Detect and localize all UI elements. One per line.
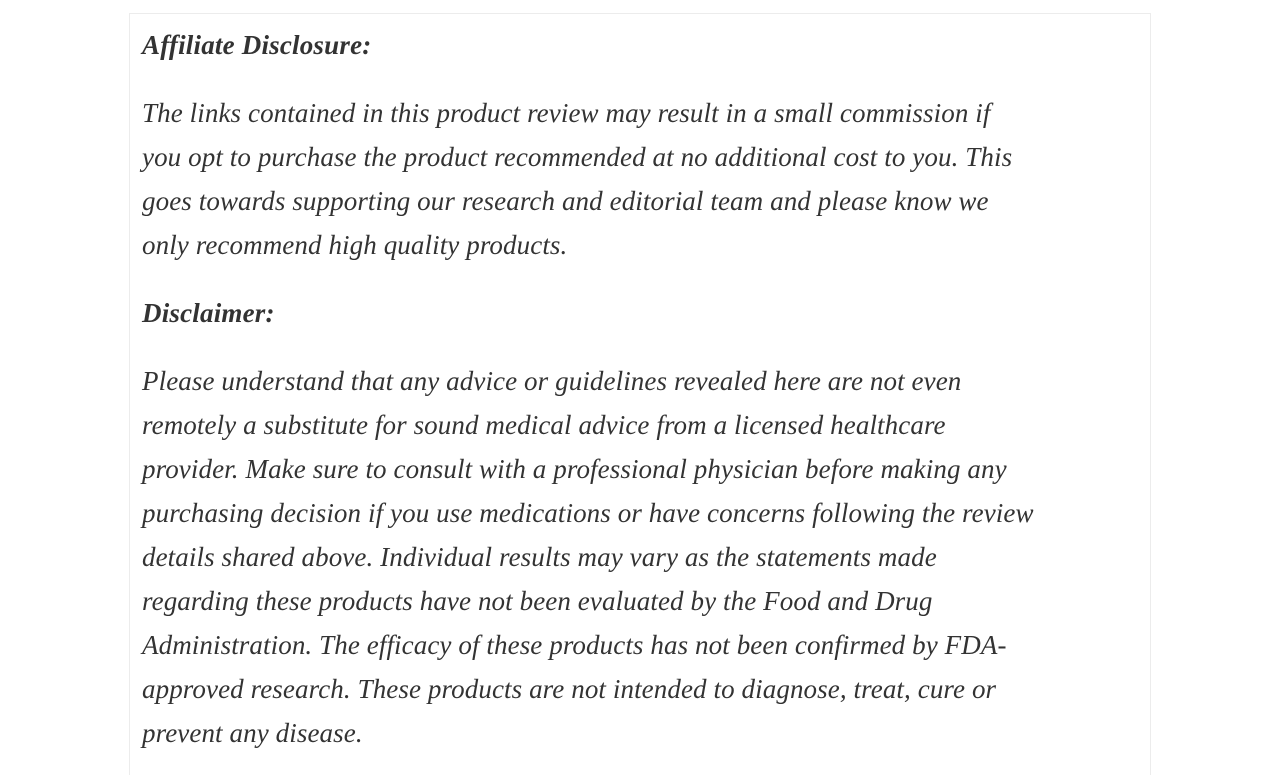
- content-card: Affiliate Disclosure: The links containe…: [129, 13, 1151, 775]
- affiliate-disclosure-heading: Affiliate Disclosure:: [142, 30, 372, 60]
- disclaimer-heading: Disclaimer:: [142, 298, 275, 328]
- disclaimer-paragraph: Please understand that any advice or gui…: [142, 366, 1034, 748]
- affiliate-disclosure-paragraph: The links contained in this product revi…: [142, 98, 1013, 260]
